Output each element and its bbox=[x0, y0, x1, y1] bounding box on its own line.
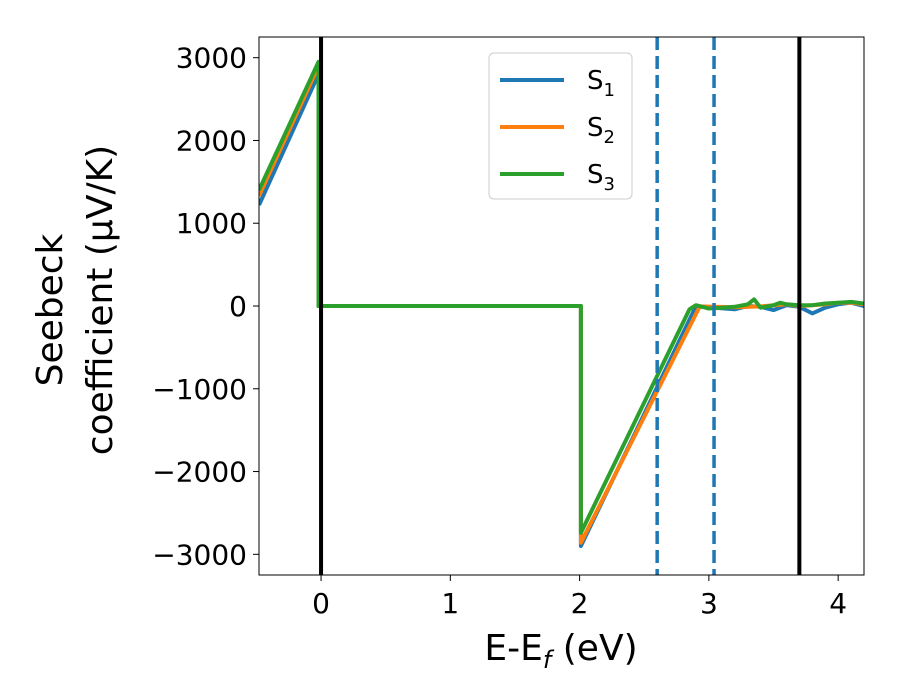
legend-label-3: S3 bbox=[587, 160, 615, 195]
y-tick-label: 0 bbox=[229, 290, 247, 323]
y-tick-label: 3000 bbox=[176, 42, 247, 75]
legend: S1 S2 S3 bbox=[488, 52, 633, 200]
x-tick-label: 0 bbox=[312, 587, 330, 620]
x-tick-label: 4 bbox=[829, 587, 847, 620]
series-group bbox=[259, 59, 864, 548]
y-tick-label: −3000 bbox=[152, 538, 247, 571]
y-tick-label: 1000 bbox=[176, 207, 247, 240]
x-tick-label: 3 bbox=[700, 587, 718, 620]
y-tick-label: −2000 bbox=[152, 456, 247, 489]
y-axis-label-line1: Seebeck bbox=[30, 233, 71, 386]
plot-area: 0 1 2 3 4 3000 2000 1000 0 −1000 −2000 −3000 bbox=[152, 36, 865, 620]
y-axis-label-line2: coefficient (μV/K) bbox=[80, 145, 121, 455]
y-tick-label: −1000 bbox=[152, 373, 247, 406]
legend-label-1: S1 bbox=[587, 66, 615, 101]
x-axis-label: E-Ef (eV) bbox=[484, 628, 637, 674]
y-tick-label: 2000 bbox=[176, 124, 247, 157]
series-line-3 bbox=[259, 59, 864, 535]
x-tick-label: 1 bbox=[441, 587, 459, 620]
legend-label-2: S2 bbox=[587, 113, 615, 148]
x-tick-label: 2 bbox=[571, 587, 589, 620]
